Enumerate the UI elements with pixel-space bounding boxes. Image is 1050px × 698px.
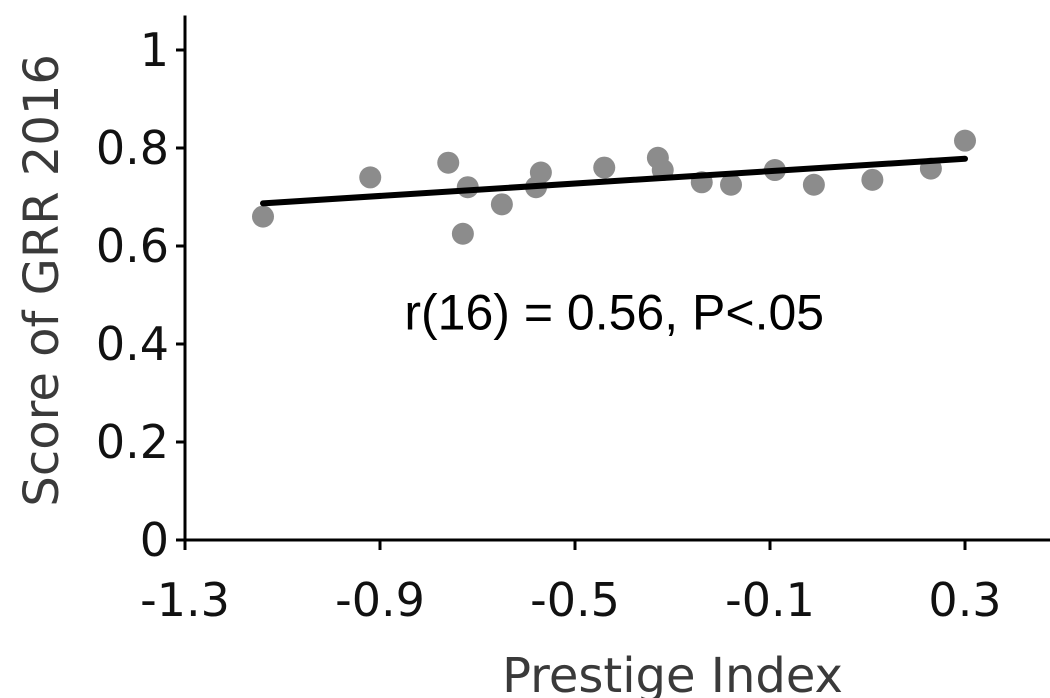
data-point — [451, 222, 474, 245]
data-point — [437, 151, 460, 174]
data-point — [252, 205, 274, 228]
x-axis: -1.3 -0.9 -0.5 -0.1 0.3 — [140, 538, 1050, 627]
y-tick-label: 0.4 — [96, 317, 169, 371]
data-points — [252, 129, 976, 245]
x-tick-label: -0.5 — [530, 573, 620, 627]
trend-line-group — [260, 155, 968, 207]
y-axis: 0 0.2 0.4 0.6 0.8 1 — [96, 15, 187, 567]
x-tick-label: 0.3 — [928, 573, 1001, 627]
data-point — [802, 173, 825, 196]
x-tick-label: -0.9 — [335, 573, 425, 627]
data-point — [593, 156, 616, 179]
y-tick-label: 0.8 — [96, 121, 169, 175]
y-tick-label: 0.2 — [96, 415, 169, 469]
data-point — [861, 168, 884, 191]
data-point — [954, 129, 976, 152]
x-tick-label: -1.3 — [140, 573, 230, 627]
y-tick-label: 0.6 — [96, 219, 169, 273]
data-point — [529, 161, 552, 184]
y-tick-label: 1 — [140, 23, 169, 77]
trend-line — [260, 155, 968, 207]
correlation-annotation: r(16) = 0.56, P<.05 — [404, 284, 824, 340]
x-axis-title: Prestige Index — [502, 648, 843, 698]
x-tick-label: -0.1 — [725, 573, 815, 627]
y-axis-title: Score of GRR 2016 — [14, 54, 70, 507]
data-point — [490, 193, 513, 216]
data-point — [720, 173, 742, 196]
y-tick-label: 0 — [140, 513, 169, 567]
data-point — [359, 166, 382, 189]
